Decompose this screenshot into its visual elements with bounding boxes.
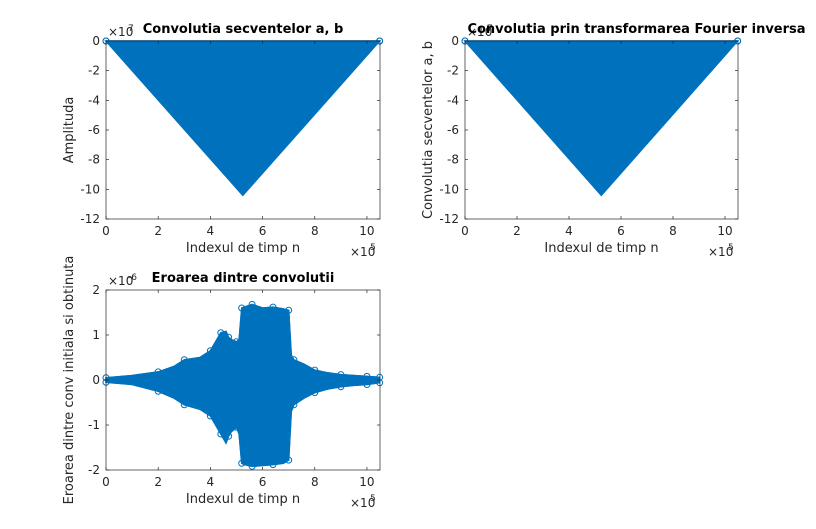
- y-tick-label: -2: [88, 64, 100, 78]
- chart-title: Eroarea dintre convolutii: [152, 271, 335, 286]
- x-axis-exponent: 5: [370, 243, 376, 253]
- x-axis-multiplier: ×10: [350, 496, 375, 510]
- data-point: [363, 372, 371, 380]
- y-tick-label: -6: [88, 123, 100, 137]
- data-point: [269, 303, 277, 311]
- y-axis-label: Convolutia secventelor a, b: [421, 41, 436, 219]
- marker-outline: [105, 303, 381, 468]
- y-axis-multiplier: ×10: [108, 274, 133, 288]
- data-point: [285, 456, 293, 464]
- x-axis-exponent: 5: [370, 494, 376, 504]
- x-tick-label: 2: [154, 224, 162, 238]
- x-tick-label: 0: [461, 224, 469, 238]
- y-tick-label: 2: [92, 283, 100, 297]
- y-tick-label: -8: [447, 153, 459, 167]
- y-axis-label: Eroarea dintre conv initiala si obtinuta: [62, 256, 77, 505]
- x-axis-exponent: 5: [728, 243, 734, 253]
- x-tick-label: 8: [311, 475, 319, 489]
- y-axis-label: Amplituda: [62, 97, 77, 164]
- x-axis-label: Indexul de timp n: [186, 492, 300, 507]
- data-point: [269, 461, 277, 469]
- y-tick-label: 0: [92, 373, 100, 387]
- y-tick-label: -12: [439, 212, 459, 226]
- y-tick-label: -10: [80, 182, 100, 196]
- data-point: [248, 300, 256, 308]
- y-tick-label: -2: [88, 463, 100, 477]
- y-axis-exponent: 7: [487, 24, 493, 34]
- data-point: [225, 333, 233, 341]
- y-tick-label: -6: [447, 123, 459, 137]
- data-point: [363, 381, 371, 388]
- x-tick-label: 0: [102, 224, 110, 238]
- data-point: [238, 304, 246, 312]
- y-axis-exponent: -6: [128, 273, 137, 283]
- data-point: [311, 389, 319, 397]
- data-point: [206, 347, 214, 355]
- x-tick-label: 8: [669, 224, 677, 238]
- y-tick-label: -10: [439, 182, 459, 196]
- x-axis-label: Indexul de timp n: [544, 241, 658, 256]
- data-point: [180, 401, 188, 409]
- x-tick-label: 0: [102, 475, 110, 489]
- y-tick-label: 0: [451, 34, 459, 48]
- chart-title: Convolutia prin transformarea Fourier in…: [467, 22, 805, 37]
- chart-title: Convolutia secventelor a, b: [143, 22, 344, 37]
- x-tick-label: 6: [259, 475, 267, 489]
- data-point: [337, 383, 345, 391]
- x-tick-label: 8: [311, 224, 319, 238]
- x-tick-label: 6: [617, 224, 625, 238]
- data-point: [311, 366, 319, 374]
- data-point: [232, 423, 240, 431]
- x-tick-label: 2: [513, 224, 521, 238]
- data-point: [248, 462, 256, 470]
- x-tick-label: 6: [259, 224, 267, 238]
- x-tick-label: 4: [207, 475, 215, 489]
- data-point: [285, 306, 293, 314]
- x-tick-label: 2: [154, 475, 162, 489]
- y-tick-label: -2: [447, 64, 459, 78]
- x-axis-label: Indexul de timp n: [186, 241, 300, 256]
- data-point: [180, 356, 188, 364]
- data-point: [206, 412, 214, 420]
- y-axis-multiplier: ×10: [467, 25, 492, 39]
- data-point: [290, 356, 298, 364]
- x-tick-label: 10: [359, 475, 374, 489]
- data-point: [232, 338, 240, 346]
- data-point: [225, 432, 233, 440]
- data-point: [217, 430, 225, 438]
- data-point: [217, 329, 225, 337]
- x-tick-label: 4: [565, 224, 573, 238]
- data-point: [337, 371, 345, 379]
- data-point: [154, 387, 162, 395]
- y-tick-label: -4: [447, 93, 459, 107]
- y-tick-label: 1: [92, 328, 100, 342]
- x-tick-label: 10: [359, 224, 374, 238]
- y-axis-multiplier: ×10: [108, 25, 133, 39]
- x-axis-multiplier: ×10: [350, 245, 375, 259]
- x-tick-label: 4: [207, 224, 215, 238]
- y-tick-label: -4: [88, 93, 100, 107]
- y-tick-label: -12: [80, 212, 100, 226]
- y-tick-label: 0: [92, 34, 100, 48]
- y-tick-label: -1: [88, 418, 100, 432]
- y-tick-label: -8: [88, 153, 100, 167]
- x-axis-multiplier: ×10: [708, 245, 733, 259]
- data-point: [238, 459, 246, 467]
- y-axis-exponent: 7: [128, 24, 134, 34]
- x-tick-label: 10: [717, 224, 732, 238]
- data-point: [290, 401, 298, 409]
- data-point: [154, 368, 162, 376]
